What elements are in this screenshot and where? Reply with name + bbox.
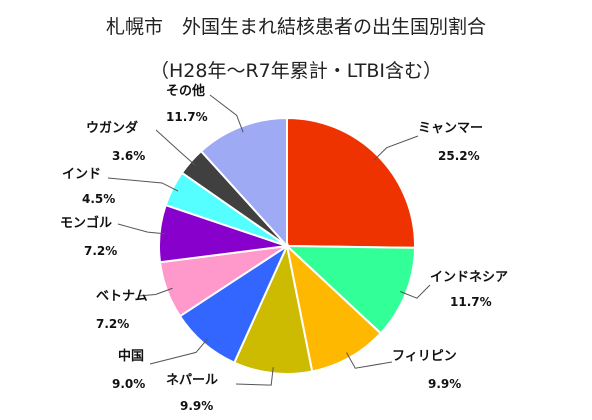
slice-category-label: モンゴル [60, 215, 112, 231]
slice-category-label: ウガンダ [86, 120, 138, 136]
leader-line [373, 135, 419, 161]
leader-line [155, 129, 196, 166]
leader-line [400, 284, 431, 299]
slice-category-label: インドネシア [430, 270, 508, 285]
leader-line [137, 287, 173, 297]
slice-value-label: 9.9% [428, 377, 461, 391]
slice-value-label: 11.7% [450, 295, 492, 309]
slice-value-label: 7.2% [84, 244, 117, 258]
leader-line [235, 367, 274, 386]
pie-slices [158, 116, 417, 375]
leader-lines [107, 94, 431, 386]
slice-value-label: 9.0% [112, 377, 145, 391]
slice-category-label: ミャンマー [418, 121, 483, 136]
chart-subtitle: （H28年～R7年累計・LTBI含む） [150, 60, 442, 82]
leader-line [346, 352, 393, 369]
leader-line [107, 177, 179, 192]
slice-category-label: ネパール [166, 373, 218, 388]
slice-value-label: 25.2% [438, 149, 480, 163]
slice-category-label: 中国 [118, 348, 144, 364]
slice-labels: ミャンマー 25.2% インドネシア 11.7% フィリピン 9.9% ネパール 9.9% 中国… [60, 83, 508, 413]
leader-line [117, 223, 166, 235]
slice-category-label: ベトナム [96, 289, 148, 304]
slice-value-label: 9.9% [180, 399, 213, 413]
slice-value-label: 11.7% [166, 110, 208, 124]
slice-value-label: 3.6% [112, 149, 145, 163]
slice-category-label: インド [62, 167, 101, 182]
leader-line [149, 338, 209, 365]
slice-category-label: フィリピン [392, 349, 457, 364]
slice-value-label: 4.5% [82, 192, 115, 206]
slice-value-label: 7.2% [96, 317, 129, 331]
slice-category-label: その他 [166, 83, 205, 99]
chart-title: 札幌市 外国生まれ結核患者の出生国別割合 [106, 16, 486, 38]
leader-line [209, 94, 244, 133]
pie-slice [286, 116, 416, 249]
